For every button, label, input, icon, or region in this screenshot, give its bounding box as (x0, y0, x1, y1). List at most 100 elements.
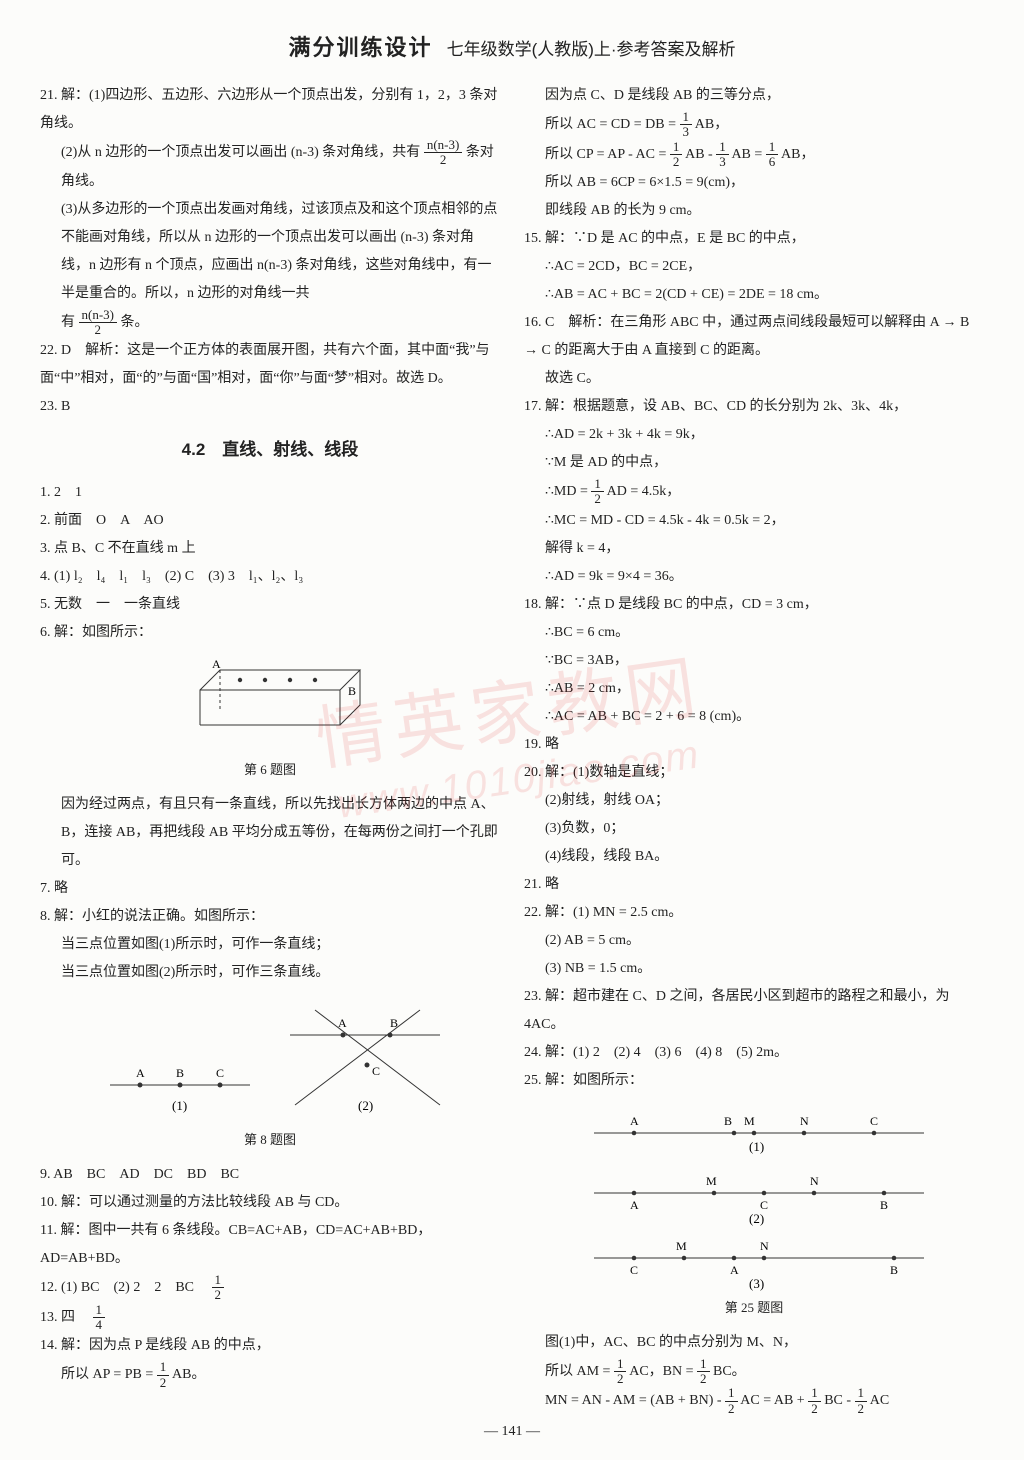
svg-text:(1): (1) (172, 1098, 187, 1113)
a6b: 因为经过两点，有且只有一条直线，所以先找出长方体两边的中点 A、B，连接 AB，… (40, 791, 500, 875)
r3: 所以 CP = AP - AC = 12 AB - 13 AB = 16 AB， (524, 140, 984, 170)
fig8-caption: 第 8 题图 (40, 1127, 500, 1153)
a8b: 当三点位置如图(2)所示时，可作三条直线。 (40, 959, 500, 987)
svg-text:A: A (338, 1016, 347, 1030)
a11: 11. 解：图中一共有 6 条线段。CB=AC+AB，CD=AC+AB+BD，A… (40, 1217, 500, 1273)
svg-text:A: A (730, 1263, 739, 1277)
page-number: — 141 — (0, 1424, 1024, 1440)
svg-text:C: C (216, 1066, 224, 1080)
svg-text:A: A (630, 1114, 639, 1128)
r18a: ∴BC = 6 cm。 (524, 619, 984, 647)
a14a: 14. 解：因为点 P 是线段 AB 的中点， (40, 1332, 500, 1360)
r17: 17. 解：根据题意，设 AB、BC、CD 的长分别为 2k、3k、4k， (524, 393, 984, 421)
r24: 24. 解：(1) 2 (2) 4 (3) 6 (4) 8 (5) 2m。 (524, 1039, 984, 1067)
q21-1: 21. 解：(1)四边形、五边形、六边形从一个顶点出发，分别有 1，2，3 条对… (40, 82, 500, 138)
r22b: (3) NB = 1.5 cm。 (524, 955, 984, 983)
r5: 即线段 AB 的长为 9 cm。 (524, 197, 984, 225)
svg-text:N: N (800, 1114, 809, 1128)
q21-3b: 有 n(n-3)2 条。 (40, 308, 500, 338)
frac-n-n3-2: n(n-3)2 (424, 138, 463, 168)
right-column: 因为点 C、D 是线段 AB 的三等分点， 所以 AC = CD = DB = … (524, 82, 984, 1416)
q21-2: (2)从 n 边形的一个顶点出发可以画出 (n-3) 条对角线，共有 n(n-3… (40, 138, 500, 196)
r17b: ∵M 是 AD 的中点， (524, 449, 984, 477)
a14b: 所以 AP = PB = 12 AB。 (40, 1360, 500, 1390)
svg-text:A: A (630, 1198, 639, 1212)
header-subtitle: 七年级数学(人教版)上·参考答案及解析 (447, 40, 736, 59)
r19: 19. 略 (524, 731, 984, 759)
r20c: (4)线段，线段 BA。 (524, 843, 984, 871)
figure-8: A B C (1) A B C (2) 第 8 题图 (40, 995, 500, 1153)
a10: 10. 解：可以通过测量的方法比较线段 AB 与 CD。 (40, 1189, 500, 1217)
frac-n-n3-2b: n(n-3)2 (79, 308, 118, 338)
header-title: 满分训练设计 (288, 35, 432, 60)
r22a: (2) AB = 5 cm。 (524, 927, 984, 955)
q21-3: (3)从多边形的一个顶点出发画对角线，过该顶点及和这个顶点相邻的点不能画对角线，… (40, 196, 500, 308)
r2: 所以 AC = CD = DB = 13 AB， (524, 110, 984, 140)
r15a: ∴AC = 2CD，BC = 2CE， (524, 253, 984, 281)
svg-text:C: C (372, 1064, 380, 1078)
svg-text:B: B (880, 1198, 888, 1212)
r17a: ∴AD = 2k + 3k + 4k = 9k， (524, 421, 984, 449)
r25b: 所以 AM = 12 AC，BN = 12 BC。 (524, 1357, 984, 1387)
fig6-A: A (212, 657, 221, 671)
svg-text:N: N (810, 1174, 819, 1188)
svg-text:(2): (2) (749, 1211, 764, 1226)
svg-text:(2): (2) (358, 1098, 373, 1113)
a2: 2. 前面 O A AO (40, 507, 500, 535)
r18b: ∵BC = 3AB， (524, 647, 984, 675)
fig8-svg: A B C (1) A B C (2) (90, 995, 450, 1125)
r18d: ∴AC = AB + BC = 2 + 6 = 8 (cm)。 (524, 703, 984, 731)
a4: 4. (1) l₂ l₄ l₁ l₃ (2) C (3) 3 l₁、l₂、l₃ (40, 563, 500, 591)
r1: 因为点 C、D 是线段 AB 的三等分点， (524, 82, 984, 110)
svg-text:(1): (1) (749, 1139, 764, 1154)
r18: 18. 解：∵点 D 是线段 BC 的中点，CD = 3 cm， (524, 591, 984, 619)
r15b: ∴AB = AC + BC = 2(CD + CE) = 2DE = 18 cm… (524, 281, 984, 309)
a7: 7. 略 (40, 875, 500, 903)
r21: 21. 略 (524, 871, 984, 899)
r25a: 图(1)中，AC、BC 的中点分别为 M、N， (524, 1329, 984, 1357)
fig6-caption: 第 6 题图 (40, 757, 500, 783)
left-column: 21. 解：(1)四边形、五边形、六边形从一个顶点出发，分别有 1，2，3 条对… (40, 82, 500, 1416)
a8: 8. 解：小红的说法正确。如图所示： (40, 903, 500, 931)
figure-6: A B 第 6 题图 (40, 655, 500, 783)
a12: 12. (1) BC (2) 2 2 BC 12 (40, 1273, 500, 1303)
a13: 13. 四 14 (40, 1303, 500, 1333)
fig25-caption: 第 25 题图 (524, 1295, 984, 1321)
a9: 9. AB BC AD DC BD BC (40, 1161, 500, 1189)
svg-text:B: B (390, 1016, 398, 1030)
svg-text:B: B (724, 1114, 732, 1128)
svg-text:M: M (744, 1114, 755, 1128)
svg-text:M: M (706, 1174, 717, 1188)
svg-text:C: C (870, 1114, 878, 1128)
section-4-2: 4.2 直线、射线、线段 (40, 433, 500, 467)
a3: 3. 点 B、C 不在直线 m 上 (40, 535, 500, 563)
r20: 20. 解：(1)数轴是直线； (524, 759, 984, 787)
r16: 16. C 解析：在三角形 ABC 中，通过两点间线段最短可以解释由 A → B… (524, 309, 984, 365)
r17e: 解得 k = 4， (524, 535, 984, 563)
page: 满分训练设计 七年级数学(人教版)上·参考答案及解析 情英家教网 www.101… (0, 0, 1024, 1460)
fig6-svg: A B (170, 655, 370, 755)
r22: 22. 解：(1) MN = 2.5 cm。 (524, 899, 984, 927)
svg-text:M: M (676, 1239, 687, 1253)
figure-25: A B M N C (1) A M C N B (524, 1103, 984, 1321)
r25: 25. 解：如图所示： (524, 1067, 984, 1095)
svg-text:C: C (630, 1263, 638, 1277)
fig25-svg: A B M N C (1) A M C N B (564, 1103, 944, 1293)
a8a: 当三点位置如图(1)所示时，可作一条直线； (40, 931, 500, 959)
columns: 21. 解：(1)四边形、五边形、六边形从一个顶点出发，分别有 1，2，3 条对… (40, 82, 984, 1416)
r25c: MN = AN - AM = (AB + BN) - 12 AC = AB + … (524, 1386, 984, 1416)
svg-text:B: B (176, 1066, 184, 1080)
a6: 6. 解：如图所示： (40, 619, 500, 647)
r20a: (2)射线，射线 OA； (524, 787, 984, 815)
r17f: ∴AD = 9k = 9×4 = 36。 (524, 563, 984, 591)
header: 满分训练设计 七年级数学(人教版)上·参考答案及解析 (40, 30, 984, 62)
a1: 1. 2 1 (40, 479, 500, 507)
r18c: ∴AB = 2 cm， (524, 675, 984, 703)
r17d: ∴MC = MD - CD = 4.5k - 4k = 0.5k = 2， (524, 507, 984, 535)
r17c: ∴MD = 12 AD = 4.5k， (524, 477, 984, 507)
r20b: (3)负数，0； (524, 815, 984, 843)
svg-text:C: C (760, 1198, 768, 1212)
r23: 23. 解：超市建在 C、D 之间，各居民小区到超市的路程之和最小，为 4AC。 (524, 983, 984, 1039)
svg-text:(3): (3) (749, 1276, 764, 1291)
svg-text:B: B (890, 1263, 898, 1277)
